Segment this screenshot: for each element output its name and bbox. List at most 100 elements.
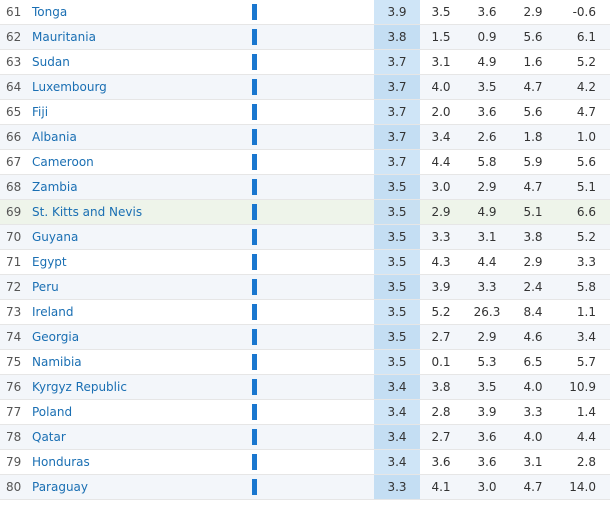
score-cell: 3.7 bbox=[374, 75, 420, 99]
score-cell: 3.7 bbox=[374, 100, 420, 124]
value-bar bbox=[252, 229, 257, 245]
table-row: 70 Guyana 3.5 3.3 3.1 3.8 5.2 bbox=[0, 225, 610, 250]
value-cell-1: 4.1 bbox=[431, 480, 451, 494]
country-link[interactable]: Tonga bbox=[32, 5, 68, 19]
rank-cell: 75 bbox=[6, 355, 22, 369]
country-link[interactable]: Kyrgyz Republic bbox=[32, 380, 127, 394]
bar-cell bbox=[252, 75, 372, 99]
value-cell-4: 5.1 bbox=[576, 180, 596, 194]
country-link[interactable]: Qatar bbox=[32, 430, 66, 444]
rank-cell: 74 bbox=[6, 330, 22, 344]
value-cell-3: 4.7 bbox=[523, 480, 543, 494]
table-row: 77 Poland 3.4 2.8 3.9 3.3 1.4 bbox=[0, 400, 610, 425]
rank-cell: 67 bbox=[6, 155, 22, 169]
value-cell-1: 2.7 bbox=[431, 430, 451, 444]
value-bar bbox=[252, 54, 257, 70]
value-cell-2: 2.6 bbox=[477, 130, 497, 144]
country-link[interactable]: Fiji bbox=[32, 105, 49, 119]
value-bar bbox=[252, 379, 257, 395]
country-link[interactable]: Mauritania bbox=[32, 30, 96, 44]
rank-cell: 66 bbox=[6, 130, 22, 144]
bar-cell bbox=[252, 325, 372, 349]
country-link[interactable]: Cameroon bbox=[32, 155, 94, 169]
score-cell: 3.9 bbox=[374, 0, 420, 24]
score-cell: 3.5 bbox=[374, 300, 420, 324]
score-cell: 3.5 bbox=[374, 350, 420, 374]
bar-cell bbox=[252, 200, 372, 224]
country-link[interactable]: Albania bbox=[32, 130, 77, 144]
score-cell: 3.4 bbox=[374, 450, 420, 474]
value-cell-3: 4.0 bbox=[523, 380, 543, 394]
country-link[interactable]: Egypt bbox=[32, 255, 67, 269]
value-bar bbox=[252, 154, 257, 170]
bar-cell bbox=[252, 400, 372, 424]
value-cell-4: 5.2 bbox=[576, 230, 596, 244]
score-cell: 3.7 bbox=[374, 150, 420, 174]
country-link[interactable]: Georgia bbox=[32, 330, 80, 344]
value-cell-2: 3.6 bbox=[477, 455, 497, 469]
value-cell-3: 4.7 bbox=[523, 80, 543, 94]
value-cell-1: 3.0 bbox=[431, 180, 451, 194]
bar-cell bbox=[252, 175, 372, 199]
country-link[interactable]: Paraguay bbox=[32, 480, 89, 494]
country-link[interactable]: Luxembourg bbox=[32, 80, 107, 94]
table-row: 65 Fiji 3.7 2.0 3.6 5.6 4.7 bbox=[0, 100, 610, 125]
rank-cell: 80 bbox=[6, 480, 22, 494]
value-bar bbox=[252, 179, 257, 195]
country-link[interactable]: Zambia bbox=[32, 180, 78, 194]
country-link[interactable]: Poland bbox=[32, 405, 73, 419]
table-row: 71 Egypt 3.5 4.3 4.4 2.9 3.3 bbox=[0, 250, 610, 275]
value-cell-3: 6.5 bbox=[523, 355, 543, 369]
value-cell-1: 2.8 bbox=[431, 405, 451, 419]
bar-cell bbox=[252, 0, 372, 24]
table-row: 74 Georgia 3.5 2.7 2.9 4.6 3.4 bbox=[0, 325, 610, 350]
value-cell-3: 5.9 bbox=[523, 155, 543, 169]
bar-cell bbox=[252, 425, 372, 449]
value-cell-4: 5.2 bbox=[576, 55, 596, 69]
bar-cell bbox=[252, 475, 372, 499]
value-bar bbox=[252, 454, 257, 470]
value-bar bbox=[252, 129, 257, 145]
table-row-highlighted: 69 St. Kitts and Nevis 3.5 2.9 4.9 5.1 6… bbox=[0, 200, 610, 225]
country-link[interactable]: Honduras bbox=[32, 455, 90, 469]
value-cell-4: 4.4 bbox=[576, 430, 596, 444]
value-cell-1: 4.4 bbox=[431, 155, 451, 169]
bar-cell bbox=[252, 300, 372, 324]
table-row: 67 Cameroon 3.7 4.4 5.8 5.9 5.6 bbox=[0, 150, 610, 175]
value-cell-4: 1.4 bbox=[576, 405, 596, 419]
table-row: 76 Kyrgyz Republic 3.4 3.8 3.5 4.0 10.9 bbox=[0, 375, 610, 400]
value-cell-1: 0.1 bbox=[431, 355, 451, 369]
country-link[interactable]: Peru bbox=[32, 280, 59, 294]
value-cell-3: 4.7 bbox=[523, 180, 543, 194]
rank-cell: 62 bbox=[6, 30, 22, 44]
country-link[interactable]: St. Kitts and Nevis bbox=[32, 205, 143, 219]
value-cell-2: 5.8 bbox=[477, 155, 497, 169]
country-link[interactable]: Sudan bbox=[32, 55, 70, 69]
value-cell-1: 3.9 bbox=[431, 280, 451, 294]
country-link[interactable]: Guyana bbox=[32, 230, 79, 244]
country-link[interactable]: Ireland bbox=[32, 305, 74, 319]
value-bar bbox=[252, 79, 257, 95]
country-link[interactable]: Namibia bbox=[32, 355, 82, 369]
value-bar bbox=[252, 4, 257, 20]
rank-cell: 79 bbox=[6, 455, 22, 469]
value-cell-2: 4.9 bbox=[477, 55, 497, 69]
value-cell-1: 4.3 bbox=[431, 255, 451, 269]
rank-cell: 77 bbox=[6, 405, 22, 419]
rank-cell: 68 bbox=[6, 180, 22, 194]
bar-cell bbox=[252, 250, 372, 274]
bar-cell bbox=[252, 125, 372, 149]
value-cell-3: 4.0 bbox=[523, 430, 543, 444]
value-cell-4: 2.8 bbox=[576, 455, 596, 469]
score-cell: 3.8 bbox=[374, 25, 420, 49]
value-cell-1: 3.6 bbox=[431, 455, 451, 469]
value-cell-4: 6.6 bbox=[576, 205, 596, 219]
value-cell-3: 1.8 bbox=[523, 130, 543, 144]
value-cell-4: 1.1 bbox=[576, 305, 596, 319]
rank-cell: 65 bbox=[6, 105, 22, 119]
value-cell-1: 3.4 bbox=[431, 130, 451, 144]
bar-cell bbox=[252, 350, 372, 374]
value-cell-4: -0.6 bbox=[572, 5, 596, 19]
value-bar bbox=[252, 204, 257, 220]
